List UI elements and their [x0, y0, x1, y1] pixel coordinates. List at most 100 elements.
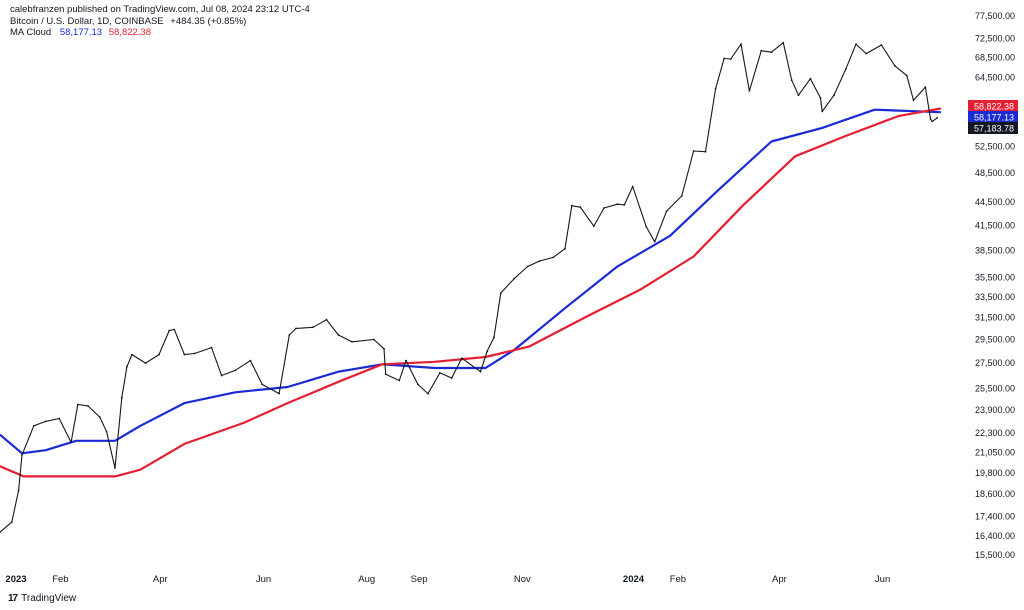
y-tick-label: 25,500.00 [975, 383, 1015, 393]
price-point [173, 328, 176, 331]
ma-red-point [23, 475, 25, 477]
price-point [21, 454, 23, 456]
price-point [631, 185, 634, 188]
price-point [58, 417, 61, 420]
price-point [312, 326, 314, 329]
ma-blue-point [139, 425, 141, 427]
x-tick-label: 2024 [623, 574, 645, 585]
y-tick-label: 41,500.00 [975, 220, 1015, 230]
ma-red-point [742, 205, 744, 207]
price-point [616, 203, 619, 206]
symbol-line: Bitcoin / U.S. Dollar, 1D, COINBASE +484… [10, 16, 310, 27]
price-point [17, 489, 20, 492]
price-point [351, 340, 353, 343]
price-point [439, 372, 441, 374]
x-tick-label: Apr [772, 574, 787, 585]
ma-blue-point [874, 109, 876, 111]
price-point [929, 118, 932, 120]
price-point [564, 247, 566, 250]
tradingview-footer[interactable]: 17 TradingView [8, 593, 76, 604]
series-layer [0, 41, 942, 533]
ma-red-point [897, 115, 899, 117]
price-point [479, 370, 482, 373]
price-point [680, 195, 683, 197]
ma-red-point [940, 107, 942, 110]
tradingview-brand: TradingView [21, 593, 77, 604]
x-tick-label: Sep [411, 574, 428, 585]
price-point [692, 150, 695, 152]
y-tick-label: 68,500.00 [975, 53, 1015, 63]
y-tick-label: 77,500.00 [975, 11, 1015, 21]
price-series-line [0, 42, 938, 533]
price-point [912, 99, 915, 102]
ma-label: MA Cloud [10, 27, 52, 38]
ma-blue-point [0, 434, 1, 436]
y-tick-label: 64,500.00 [975, 73, 1015, 83]
ma-red-point [114, 475, 116, 477]
ma-red-point [75, 475, 77, 477]
price-point [723, 57, 725, 60]
price-point [809, 77, 812, 80]
ma-red-point [693, 255, 695, 258]
y-tick-label: 23,900.00 [975, 405, 1015, 415]
price-point [120, 396, 123, 399]
ma-legend[interactable]: MA Cloud 58,177.13 58,822.38 [10, 27, 310, 38]
price-point [114, 467, 116, 469]
price-point [234, 369, 237, 372]
ma-red-point [243, 422, 245, 424]
ma-blue-point [564, 307, 566, 309]
ma-red-value: 58,822.38 [108, 27, 151, 38]
price-point [325, 318, 328, 321]
y-tick-label: 72,500.00 [975, 34, 1015, 44]
price-point [936, 117, 939, 119]
price-point [105, 430, 108, 433]
price-point [10, 521, 13, 523]
price-point [98, 416, 101, 418]
price-point [278, 392, 280, 395]
price-point [295, 327, 297, 330]
price-point [337, 334, 340, 336]
ma-red-point [640, 288, 642, 290]
price-point [193, 352, 196, 355]
price-point [288, 334, 291, 336]
price-point [144, 362, 147, 364]
y-tick-label: 16,400.00 [975, 531, 1015, 541]
price-point [70, 441, 72, 444]
y-tick-label: 21,050.00 [975, 448, 1015, 458]
ma-blue-point [669, 235, 671, 237]
ma-blue-point [337, 371, 339, 373]
x-axis[interactable]: 2023 Feb Apr Jun Aug Sep Nov 2024 Feb Apr Jun [5, 574, 890, 585]
price-point [76, 403, 79, 406]
y-tick-label: 38,500.00 [975, 245, 1015, 255]
y-tick-label: 33,500.00 [975, 292, 1015, 302]
ma-red-point [183, 443, 185, 445]
price-point [538, 260, 541, 262]
price-tag-label: 57,183.78 [974, 124, 1014, 134]
ma-blue-point [75, 440, 77, 442]
price-point [220, 374, 223, 377]
ma-blue-point [940, 111, 942, 113]
ma-red-point [794, 155, 796, 157]
ma-blue-point [287, 386, 289, 388]
price-point [770, 51, 773, 54]
price-point [665, 210, 668, 213]
ma-blue-point [45, 449, 47, 451]
price-point [493, 336, 495, 339]
ma-blue-value: 58,177.13 [59, 27, 103, 38]
price-point [183, 353, 186, 356]
ma-red-point [381, 363, 383, 365]
price-point [513, 277, 516, 280]
price-point [855, 43, 857, 45]
price-point [460, 357, 463, 360]
y-tick-label: 27,500.00 [975, 358, 1015, 368]
price-change: +484.35 (+0.85%) [170, 16, 247, 27]
price-point [417, 383, 419, 386]
price-tag-box [968, 122, 1018, 134]
price-point [845, 68, 847, 70]
y-axis[interactable]: 77,500.0072,500.0068,500.0064,500.0058,5… [975, 11, 1015, 560]
price-point [821, 110, 824, 113]
price-tag-box [968, 100, 1018, 112]
y-tick-label: 19,800.00 [975, 468, 1015, 478]
price-point [570, 204, 573, 207]
